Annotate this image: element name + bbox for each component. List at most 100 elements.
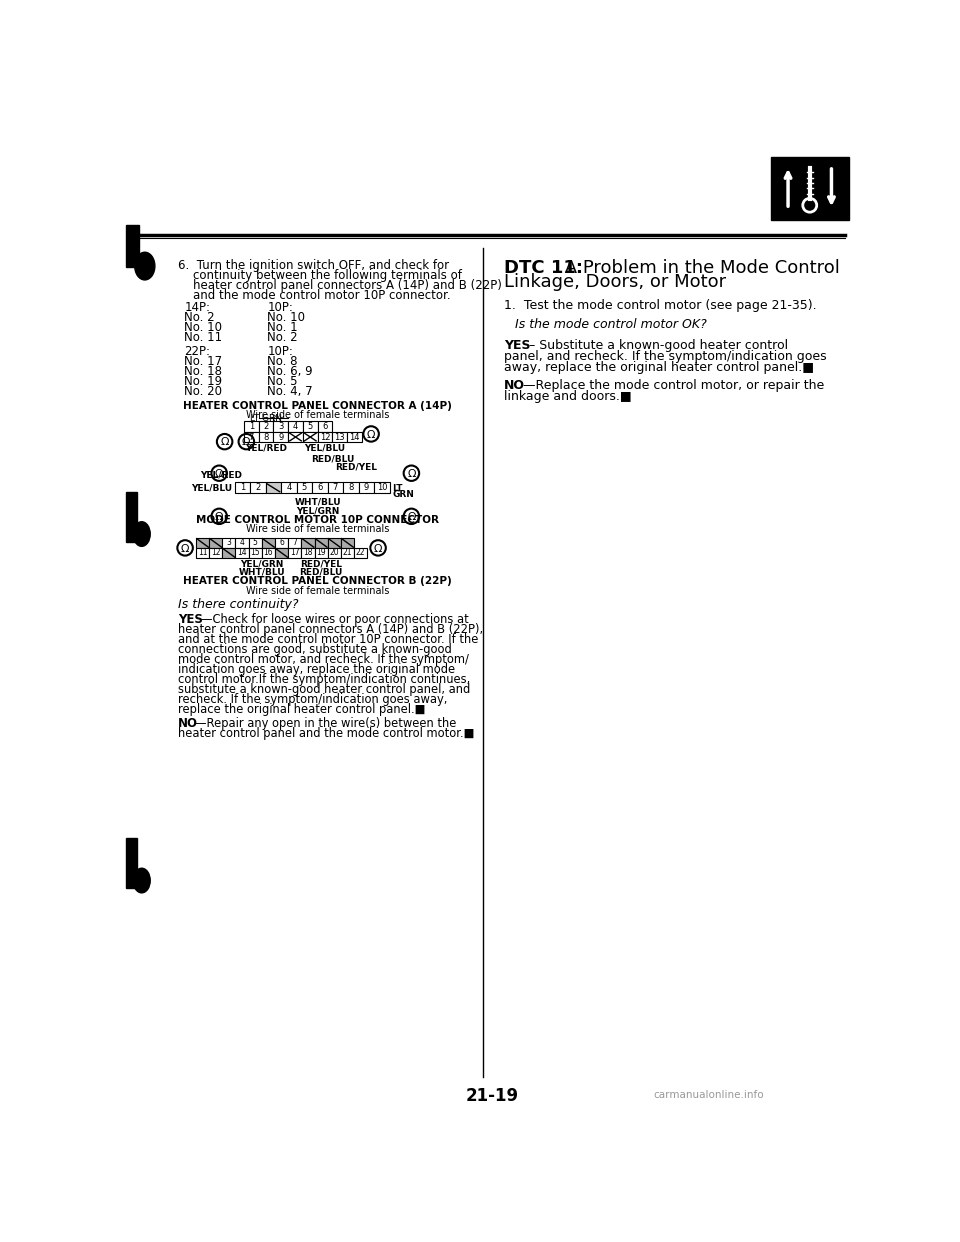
Text: 1: 1 <box>249 422 254 431</box>
Text: No. 1: No. 1 <box>267 320 298 334</box>
Text: 22: 22 <box>356 549 366 558</box>
Text: —Replace the mode control motor, or repair the: —Replace the mode control motor, or repa… <box>523 379 825 392</box>
Bar <box>318 421 332 432</box>
Bar <box>771 156 849 220</box>
Bar <box>281 482 297 493</box>
Text: No. 10: No. 10 <box>184 320 223 334</box>
Text: 2: 2 <box>263 422 269 431</box>
Text: No. 19: No. 19 <box>184 375 223 388</box>
Text: 1.  Test the mode control motor (see page 21-35).: 1. Test the mode control motor (see page… <box>504 299 816 312</box>
Text: 8: 8 <box>263 432 269 441</box>
Text: —Repair any open in the wire(s) between the: —Repair any open in the wire(s) between … <box>195 717 457 729</box>
Text: 19: 19 <box>316 549 326 558</box>
Bar <box>341 548 354 558</box>
Text: 7: 7 <box>249 432 254 441</box>
Text: 11: 11 <box>198 549 207 558</box>
Text: No. 4, 7: No. 4, 7 <box>267 385 313 397</box>
Text: 10P:: 10P: <box>267 344 293 358</box>
Text: NO: NO <box>179 717 198 729</box>
Bar <box>318 432 332 442</box>
Text: heater control panel connectors A (14P) and B (22P): heater control panel connectors A (14P) … <box>179 279 502 292</box>
Text: 14: 14 <box>237 549 247 558</box>
Bar <box>288 538 301 548</box>
Bar <box>301 548 315 558</box>
Bar <box>244 432 259 442</box>
Text: 9: 9 <box>364 483 369 492</box>
Text: 7: 7 <box>333 483 338 492</box>
Text: YEL/BLU: YEL/BLU <box>191 484 232 493</box>
Text: YEL/BLU: YEL/BLU <box>304 443 346 453</box>
Text: Is the mode control motor OK?: Is the mode control motor OK? <box>516 318 707 330</box>
Text: YES: YES <box>179 614 203 626</box>
Bar <box>249 548 262 558</box>
Text: No. 18: No. 18 <box>184 365 223 378</box>
Text: HEATER CONTROL PANEL CONNECTOR A (14P): HEATER CONTROL PANEL CONNECTOR A (14P) <box>183 401 452 411</box>
Text: 21: 21 <box>343 549 352 558</box>
Text: Ω: Ω <box>215 469 224 479</box>
Bar <box>327 548 341 558</box>
Text: heater control panel and the mode control motor.■: heater control panel and the mode contro… <box>179 727 474 739</box>
Text: RED/BLU: RED/BLU <box>300 568 343 576</box>
Text: No. 5: No. 5 <box>267 375 298 388</box>
Text: YEL/GRN: YEL/GRN <box>296 507 339 515</box>
Bar <box>288 421 303 432</box>
Text: 6.  Turn the ignition switch OFF, and check for: 6. Turn the ignition switch OFF, and che… <box>179 260 449 272</box>
Text: GRN: GRN <box>392 491 414 499</box>
Bar <box>332 432 348 442</box>
Text: linkage and doors.■: linkage and doors.■ <box>504 390 632 404</box>
Text: RED/YEL: RED/YEL <box>300 559 342 569</box>
Ellipse shape <box>133 868 150 893</box>
Text: 6: 6 <box>323 422 327 431</box>
Ellipse shape <box>133 522 150 546</box>
Bar <box>315 548 327 558</box>
Ellipse shape <box>134 252 155 279</box>
Text: Ω: Ω <box>367 430 375 440</box>
Bar <box>262 538 275 548</box>
Text: connections are good, substitute a known-good: connections are good, substitute a known… <box>179 643 452 656</box>
Bar <box>274 432 288 442</box>
Text: HEATER CONTROL PANEL CONNECTOR B (22P): HEATER CONTROL PANEL CONNECTOR B (22P) <box>183 576 452 586</box>
Text: 15: 15 <box>251 549 260 558</box>
Text: No. 20: No. 20 <box>184 385 223 397</box>
Text: 10: 10 <box>376 483 387 492</box>
Text: 14: 14 <box>349 432 360 441</box>
Text: 12: 12 <box>211 549 221 558</box>
Text: RED/BLU: RED/BLU <box>311 455 355 463</box>
Bar <box>275 548 288 558</box>
Text: continuity between the following terminals of: continuity between the following termina… <box>179 270 462 282</box>
Text: 21-19: 21-19 <box>466 1087 518 1105</box>
Bar <box>327 538 341 548</box>
Text: 3: 3 <box>278 422 283 431</box>
Text: 9: 9 <box>278 432 283 441</box>
Text: Ω: Ω <box>242 437 251 447</box>
Text: YEL/RED: YEL/RED <box>245 443 287 453</box>
Text: DTC 11:: DTC 11: <box>504 260 583 277</box>
Text: 5: 5 <box>307 422 313 431</box>
Bar <box>126 838 137 888</box>
Text: 2: 2 <box>255 483 260 492</box>
Bar <box>315 538 327 548</box>
Text: 7: 7 <box>293 538 298 548</box>
Text: Ω: Ω <box>221 437 228 447</box>
Text: and the mode control motor 10P connector.: and the mode control motor 10P connector… <box>179 289 451 302</box>
Bar <box>288 432 303 442</box>
Text: 3: 3 <box>227 538 231 548</box>
Bar <box>209 548 223 558</box>
Text: YES: YES <box>504 339 530 353</box>
Text: Ω: Ω <box>407 512 416 522</box>
Text: mode control motor, and recheck. If the symptom/: mode control motor, and recheck. If the … <box>179 653 469 667</box>
Text: 6: 6 <box>317 483 323 492</box>
Bar <box>303 432 318 442</box>
Bar <box>341 538 354 548</box>
Bar <box>126 225 138 267</box>
Text: – Substitute a known-good heater control: – Substitute a known-good heater control <box>529 339 788 353</box>
Text: Linkage, Doors, or Motor: Linkage, Doors, or Motor <box>504 273 726 291</box>
Text: panel, and recheck. If the symptom/indication goes: panel, and recheck. If the symptom/indic… <box>504 350 827 363</box>
Bar <box>126 492 137 542</box>
Text: Wire side of female terminals: Wire side of female terminals <box>246 524 390 534</box>
Text: LT GRN: LT GRN <box>251 414 282 424</box>
Text: 13: 13 <box>334 432 345 441</box>
Text: No. 8: No. 8 <box>267 355 298 368</box>
Text: YEL/GRN: YEL/GRN <box>240 559 283 569</box>
Text: —Check for loose wires or poor connections at: —Check for loose wires or poor connectio… <box>202 614 469 626</box>
